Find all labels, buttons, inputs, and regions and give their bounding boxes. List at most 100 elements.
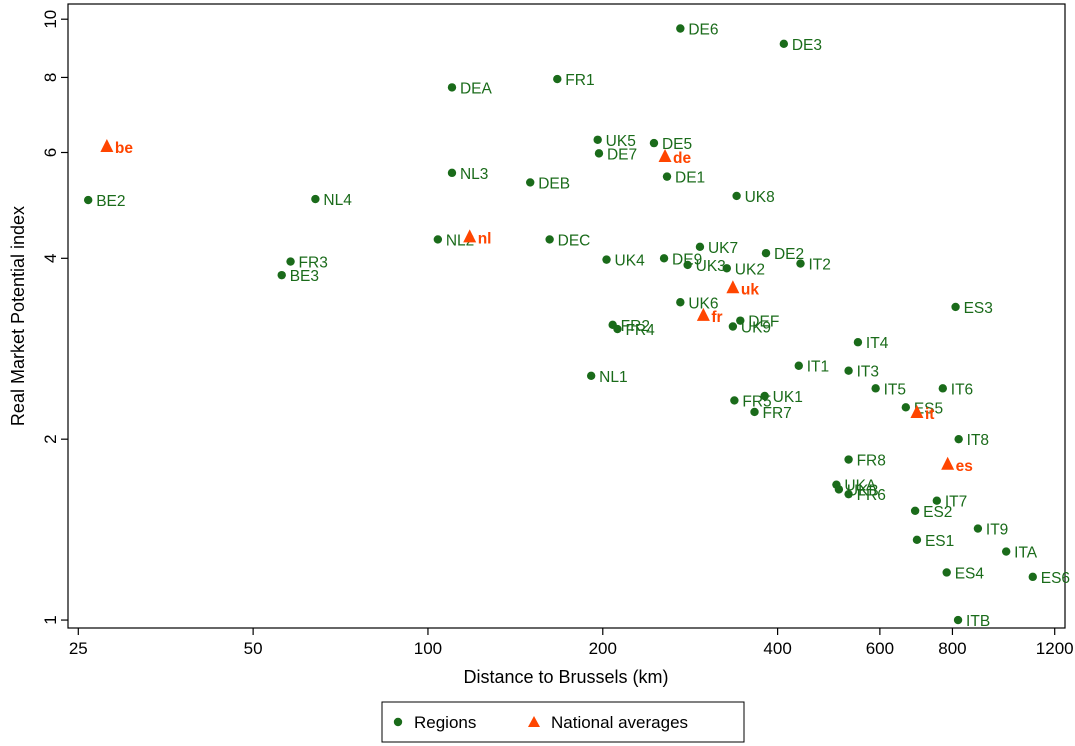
region-label-es1: ES1 [925, 533, 954, 550]
region-label-es6: ES6 [1041, 570, 1070, 587]
region-label-fr4: FR4 [625, 322, 655, 339]
region-label-fr6: FR6 [857, 487, 886, 504]
region-point-it8 [954, 434, 963, 444]
legend-box [381, 701, 745, 743]
region-label-uk3: UK3 [696, 258, 726, 275]
legend-regions-label: Regions [414, 713, 476, 732]
region-point-de1 [662, 172, 672, 181]
region-label-uk6: UK6 [688, 295, 718, 312]
y-axis: 1 2 4 6 8 10 [41, 10, 68, 625]
region-point-de9 [659, 254, 669, 263]
region-point-es1 [912, 535, 922, 545]
region-point-it1 [794, 361, 803, 370]
region-label-es3: ES3 [964, 300, 993, 317]
region-label-be3: BE3 [290, 268, 319, 285]
national-label-es: es [956, 458, 973, 475]
region-label-nl4: NL4 [323, 192, 352, 209]
region-label-fr7: FR7 [763, 405, 792, 422]
region-point-dec [545, 235, 554, 244]
legend: Regions National averages [381, 701, 745, 743]
region-point-es4 [942, 568, 951, 577]
region-label-deb: DEB [538, 175, 570, 192]
region-label-it1: IT1 [807, 359, 829, 376]
region-point-nl2 [433, 235, 443, 244]
region-label-it6: IT6 [951, 381, 973, 398]
y-axis-title: Real Market Potential index [8, 206, 28, 426]
region-point-nl4 [311, 194, 320, 204]
region-point-it5 [871, 384, 880, 393]
legend-national-label: National averages [551, 713, 688, 732]
x-axis: 25 50 100 200 400 600 800 1200 [69, 628, 1074, 658]
region-label-it2: IT2 [808, 257, 830, 274]
region-label-it5: IT5 [884, 381, 906, 398]
region-point-ita [1001, 547, 1011, 556]
region-point-be3 [277, 270, 286, 280]
region-label-def: DEF [748, 314, 779, 331]
national-point-de [658, 149, 672, 163]
region-label-fr3: FR3 [299, 255, 328, 272]
legend-regions-marker [393, 717, 403, 727]
x-tick-label: 400 [763, 639, 791, 658]
national-point-be [100, 139, 114, 153]
region-point-fr7 [750, 407, 759, 417]
region-point-es6 [1028, 572, 1037, 582]
region-point-fr8 [844, 455, 853, 464]
region-point-itb [953, 615, 963, 625]
region-label-it8: IT8 [967, 432, 989, 449]
national-label-de: de [673, 150, 691, 167]
region-point-it6 [938, 384, 947, 393]
region-point-it2 [796, 259, 805, 268]
region-point-fr6 [844, 489, 853, 499]
region-label-de2: DE2 [774, 246, 804, 263]
region-point-uk5 [593, 135, 602, 144]
data-points: BE2BE3FR3NL4NL2NL3DEADEBDECFR1NL1UK5DE7U… [83, 22, 1070, 630]
region-label-ukb: UKB [847, 482, 879, 499]
region-point-de7 [594, 149, 604, 158]
region-point-uk6 [676, 298, 685, 307]
region-label-uk7: UK7 [708, 240, 738, 257]
region-point-uk1 [760, 391, 769, 401]
national-point-fr [696, 307, 710, 321]
national-point-nl [463, 229, 477, 243]
x-tick-label: 25 [69, 639, 88, 658]
region-point-uk2 [722, 264, 731, 273]
x-tick-label: 100 [414, 639, 442, 658]
national-label-nl: nl [478, 230, 492, 247]
region-label-uk4: UK4 [615, 253, 646, 270]
x-tick-label: 200 [589, 639, 617, 658]
region-point-fr1 [553, 74, 562, 84]
x-tick-label: 1200 [1036, 639, 1074, 658]
region-point-it7 [932, 496, 942, 505]
region-point-de3 [779, 39, 789, 49]
region-label-it9: IT9 [986, 522, 1008, 539]
y-tick-label: 10 [41, 10, 60, 29]
legend-national-marker [528, 716, 540, 727]
x-axis-title: Distance to Brussels (km) [463, 667, 668, 687]
national-point-it [910, 404, 924, 418]
region-point-uk3 [683, 260, 692, 270]
region-point-uk9 [728, 322, 738, 331]
region-point-def [736, 316, 745, 325]
region-label-it4: IT4 [866, 335, 889, 352]
national-label-fr: fr [711, 309, 722, 326]
x-tick-label: 50 [244, 639, 263, 658]
national-point-es [941, 456, 955, 470]
region-label-de6: DE6 [688, 22, 718, 39]
region-label-it3: IT3 [857, 364, 879, 381]
region-point-fr3 [286, 257, 295, 266]
y-tick-label: 1 [41, 615, 60, 624]
national-label-it: it [925, 406, 934, 423]
region-point-es5 [901, 403, 911, 412]
y-tick-label: 8 [41, 73, 60, 82]
region-point-it4 [853, 338, 863, 347]
x-tick-label: 800 [938, 639, 966, 658]
region-point-it9 [973, 524, 983, 533]
region-label-dea: DEA [460, 80, 493, 97]
national-point-uk [726, 280, 740, 294]
region-point-uk4 [602, 255, 611, 264]
region-label-itb: ITB [966, 613, 990, 630]
region-point-uk7 [695, 242, 705, 252]
region-point-dea [447, 83, 457, 92]
y-tick-label: 6 [41, 148, 60, 157]
